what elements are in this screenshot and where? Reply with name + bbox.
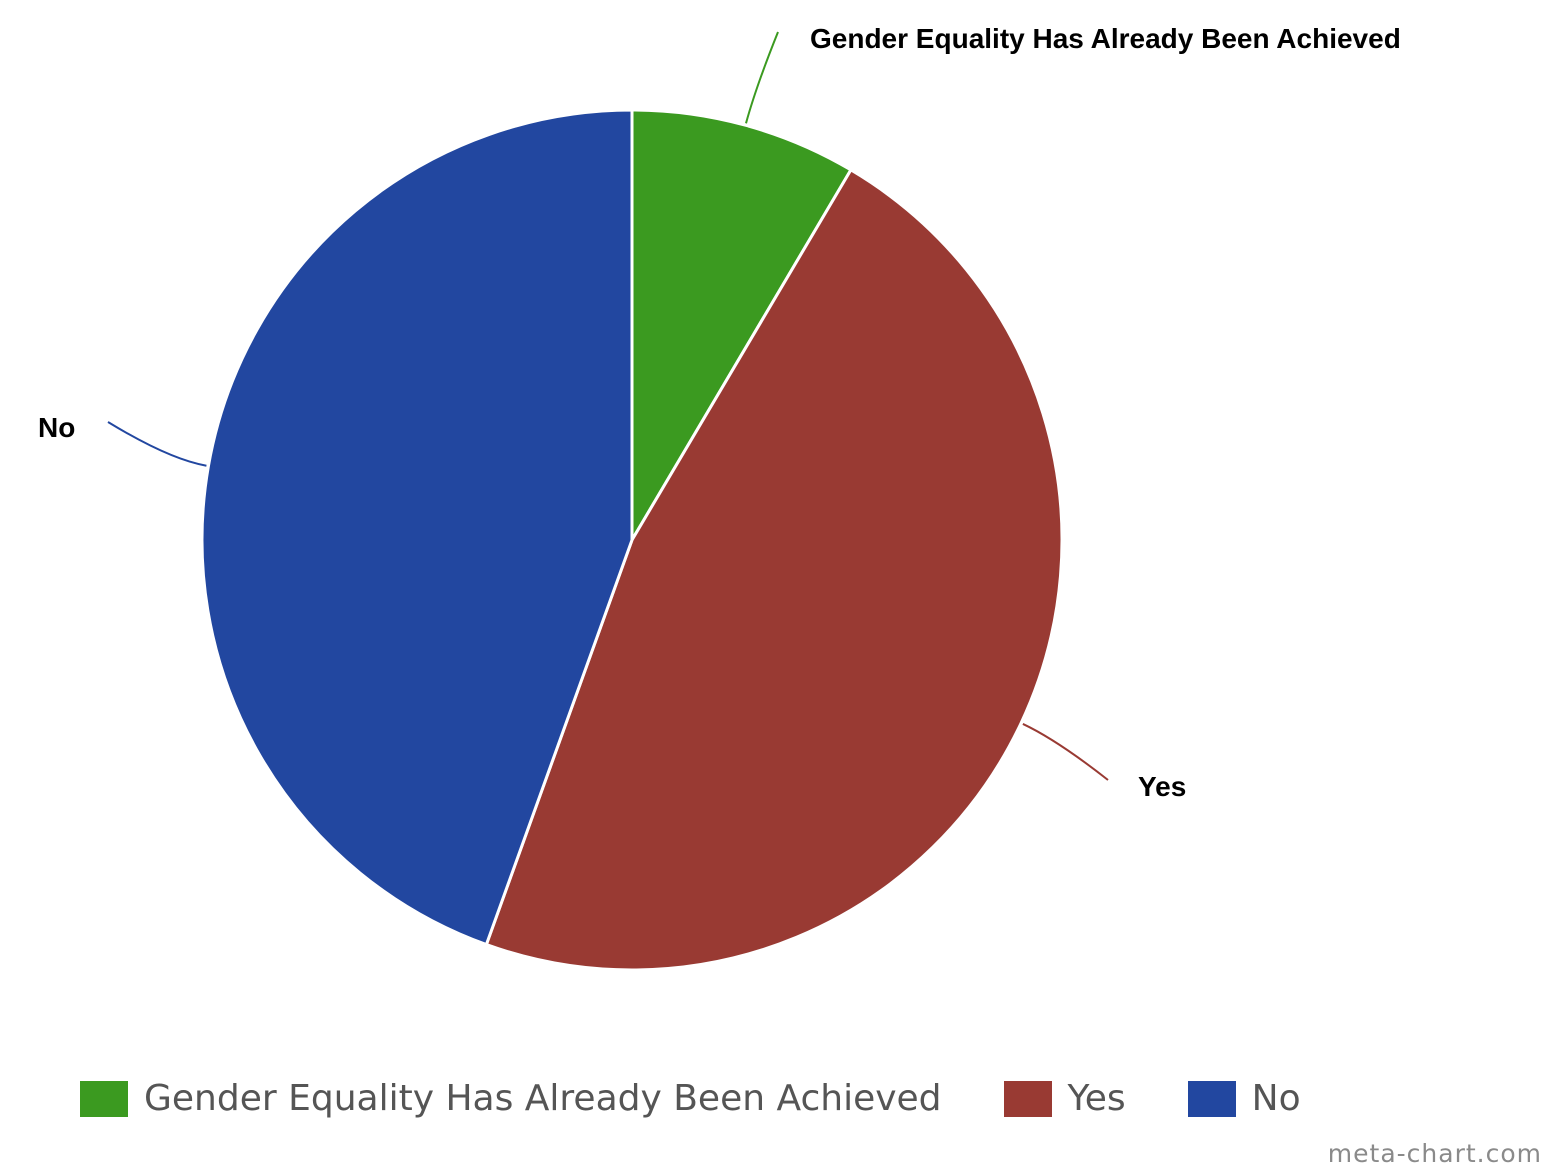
- legend-swatch-blue: [1187, 1080, 1236, 1117]
- legend-label: No: [1251, 1078, 1301, 1119]
- slice-label-gender-equality: Gender Equality Has Already Been Achieve…: [810, 23, 1401, 54]
- legend-item-yes[interactable]: Yes: [1003, 1078, 1126, 1119]
- pie-slice-yes[interactable]: [484, 168, 1064, 972]
- slice-label-yes: Yes: [1138, 771, 1186, 802]
- legend-swatch-red: [1003, 1080, 1052, 1117]
- slice-label-no: No: [38, 412, 75, 443]
- pie-slice-no[interactable]: [200, 108, 634, 947]
- leader-lines: [107, 31, 1109, 781]
- pie-slices: [200, 108, 1064, 972]
- credit-watermark: meta-chart.com: [1327, 1139, 1542, 1168]
- leader-line-gender-equality: [745, 31, 779, 124]
- legend-item-gender-equality[interactable]: Gender Equality Has Already Been Achieve…: [80, 1078, 942, 1119]
- legend-label: Yes: [1067, 1078, 1126, 1119]
- leader-line-no: [107, 421, 207, 467]
- leader-line-yes: [1022, 723, 1109, 781]
- legend-swatch-green: [80, 1080, 128, 1117]
- pie-slice-gender-equality[interactable]: [630, 108, 853, 542]
- pie-chart: Gender Equality Has Already Been Achieve…: [38, 23, 1401, 972]
- legend: Gender Equality Has Already Been Achieve…: [80, 1078, 1363, 1119]
- slice-labels: Gender Equality Has Already Been Achieve…: [38, 23, 1401, 802]
- legend-item-no[interactable]: No: [1187, 1078, 1301, 1119]
- legend-label: Gender Equality Has Already Been Achieve…: [144, 1078, 942, 1119]
